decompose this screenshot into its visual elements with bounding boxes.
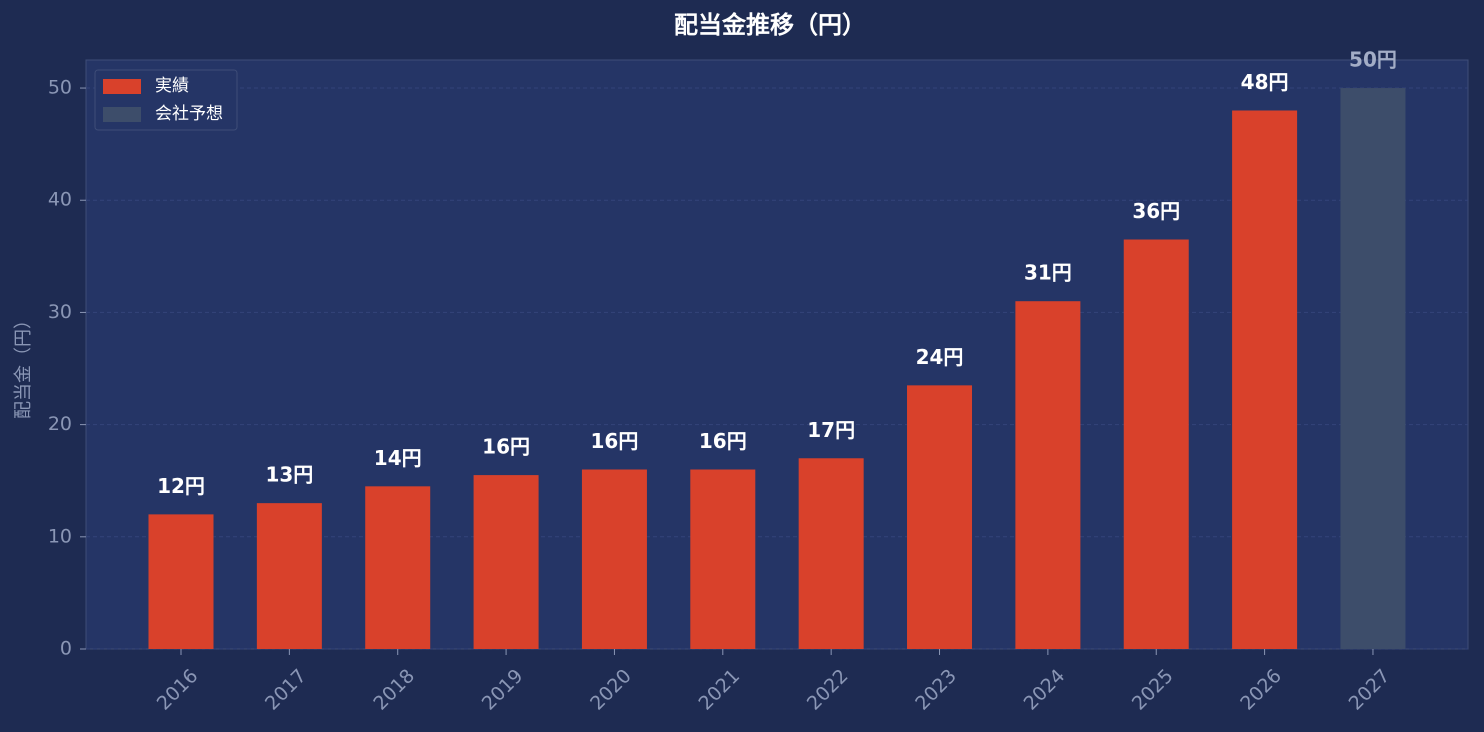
bar [1123, 239, 1189, 649]
bar [256, 503, 322, 649]
value-label: 17円 [807, 418, 855, 442]
bar [148, 514, 214, 649]
y-axis-label: 配当金（円） [13, 311, 34, 419]
bar [365, 486, 431, 649]
value-label: 12円 [157, 474, 205, 498]
bar [1015, 301, 1081, 649]
legend-label: 実績 [155, 76, 189, 96]
value-label: 48円 [1241, 70, 1289, 94]
y-tick-label: 50 [48, 77, 72, 99]
value-label: 36円 [1132, 199, 1180, 223]
bar [798, 458, 864, 649]
value-label: 50円 [1349, 48, 1397, 72]
bar [581, 469, 647, 649]
bar [1232, 110, 1298, 649]
value-label: 31円 [1024, 261, 1072, 285]
y-tick-label: 40 [48, 189, 72, 211]
bar [907, 385, 973, 649]
value-label: 16円 [699, 429, 747, 453]
y-tick-label: 10 [48, 525, 72, 547]
value-label: 14円 [374, 446, 422, 470]
bar [473, 475, 539, 649]
value-label: 24円 [916, 345, 964, 369]
y-tick-label: 0 [60, 638, 72, 660]
legend-label: 会社予想 [155, 104, 223, 124]
chart-title: 配当金推移（円） [674, 11, 866, 39]
y-tick-label: 30 [48, 301, 72, 323]
value-label: 13円 [265, 463, 313, 487]
y-tick-label: 20 [48, 413, 72, 435]
bar [690, 469, 756, 649]
value-label: 16円 [482, 435, 530, 459]
bar [1340, 88, 1406, 650]
value-label: 16円 [591, 429, 639, 453]
legend-swatch [103, 79, 141, 94]
legend-swatch [103, 107, 141, 122]
